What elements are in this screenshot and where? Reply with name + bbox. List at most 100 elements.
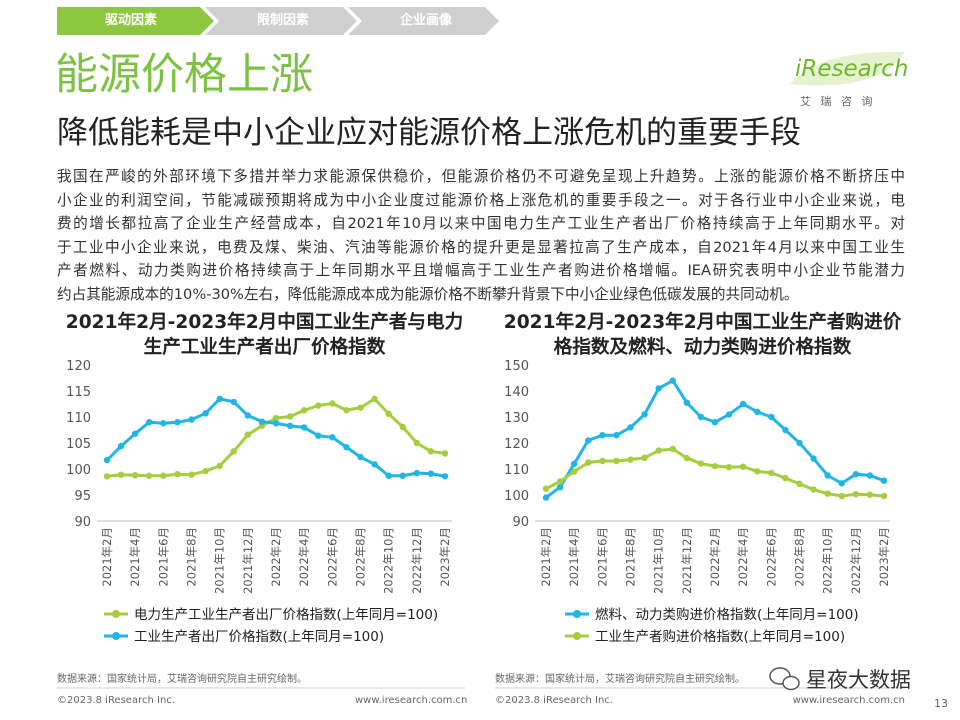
data-point bbox=[711, 419, 719, 426]
data-point bbox=[669, 445, 676, 453]
data-point bbox=[357, 404, 364, 411]
data-point bbox=[131, 472, 139, 479]
data-point bbox=[385, 472, 392, 479]
data-point bbox=[131, 430, 139, 437]
x-tick-label: 2023年2月 bbox=[438, 527, 452, 587]
nav-tab[interactable]: 驱动因素 bbox=[104, 13, 157, 28]
data-point bbox=[343, 407, 350, 414]
x-tick-label: 2022年10月 bbox=[821, 527, 835, 594]
x-tick-label: 2021年4月 bbox=[128, 527, 142, 587]
data-point bbox=[852, 491, 860, 498]
y-tick-label: 100 bbox=[504, 489, 529, 504]
x-tick-label: 2022年12月 bbox=[410, 527, 424, 594]
data-point bbox=[542, 494, 550, 501]
data-point bbox=[216, 395, 223, 402]
data-point bbox=[258, 418, 266, 425]
logo: iResearch bbox=[795, 56, 909, 82]
wechat-icon bbox=[769, 667, 800, 691]
data-point bbox=[570, 468, 578, 475]
source-note: 数据来源：国家统计局，艾瑞咨询研究院自主研究绘制。 bbox=[495, 674, 745, 685]
x-tick-label: 2022年8月 bbox=[793, 527, 807, 587]
data-point bbox=[739, 463, 747, 470]
data-point bbox=[385, 410, 392, 418]
data-point bbox=[754, 468, 761, 475]
y-tick-label: 140 bbox=[504, 385, 529, 400]
series-line bbox=[105, 397, 446, 478]
data-point bbox=[683, 399, 691, 406]
data-point bbox=[357, 453, 364, 461]
data-point bbox=[570, 460, 578, 467]
data-point bbox=[880, 492, 888, 500]
x-tick-label: 2021年2月 bbox=[100, 527, 114, 587]
x-tick-label: 2022年4月 bbox=[297, 527, 311, 587]
body-line: 产者燃料、动力类购进价格持续高于上年同期水平且增幅高于工业生产者购进价格增幅。I… bbox=[57, 262, 905, 280]
data-point bbox=[824, 490, 831, 497]
data-point bbox=[300, 407, 308, 414]
y-tick-label: 110 bbox=[66, 411, 91, 426]
y-tick-label: 95 bbox=[74, 489, 91, 504]
data-point bbox=[852, 471, 860, 478]
data-point bbox=[739, 400, 747, 408]
data-point bbox=[556, 478, 564, 485]
legend-swatch bbox=[112, 632, 120, 640]
x-tick-label: 2021年10月 bbox=[652, 527, 666, 594]
data-point bbox=[441, 450, 449, 457]
x-tick-label: 2021年2月 bbox=[539, 527, 553, 587]
logo-leaf bbox=[790, 51, 905, 86]
x-tick-label: 2021年12月 bbox=[680, 527, 694, 594]
data-point bbox=[556, 484, 564, 491]
y-tick-label: 90 bbox=[74, 515, 91, 530]
legend-swatch bbox=[573, 632, 581, 640]
data-point bbox=[329, 400, 336, 407]
x-tick-label: 2021年10月 bbox=[213, 527, 227, 594]
data-point bbox=[230, 398, 237, 406]
y-tick-label: 110 bbox=[504, 463, 529, 478]
data-point bbox=[329, 434, 336, 441]
nav-tab[interactable]: 限制因素 bbox=[256, 13, 309, 28]
y-tick-label: 100 bbox=[66, 463, 91, 478]
data-point bbox=[286, 413, 294, 420]
y-tick-label: 90 bbox=[512, 515, 529, 530]
x-tick-label: 2022年2月 bbox=[708, 527, 722, 587]
data-point bbox=[613, 457, 620, 465]
data-point bbox=[542, 485, 550, 492]
data-point bbox=[880, 477, 888, 484]
y-tick-label: 115 bbox=[66, 385, 91, 400]
data-point bbox=[244, 431, 252, 438]
x-tick-label: 2021年6月 bbox=[595, 527, 609, 587]
data-point bbox=[188, 416, 195, 423]
x-tick-label: 2021年6月 bbox=[156, 527, 170, 587]
website: www.iresearch.com.cn bbox=[792, 695, 905, 706]
data-point bbox=[441, 473, 449, 480]
data-point bbox=[641, 411, 648, 418]
y-tick-label: 120 bbox=[66, 359, 91, 374]
data-point bbox=[627, 424, 634, 431]
legend-label: 工业生产者出厂价格指数(上年同月=100) bbox=[134, 629, 384, 645]
body-line: 小企业的利润空间，节能减碳预期将成为中小企业度过能源价格上涨危机的重要手段之一。… bbox=[57, 191, 905, 209]
data-point bbox=[343, 443, 350, 451]
nav-tab-bg bbox=[57, 7, 214, 35]
series-line bbox=[545, 447, 885, 498]
x-tick-label: 2022年10月 bbox=[382, 527, 396, 594]
data-point bbox=[866, 472, 874, 479]
data-point bbox=[117, 471, 125, 478]
nav-tab-bg bbox=[348, 7, 499, 35]
data-point bbox=[866, 491, 874, 498]
page-subtitle: 降低能耗是中小企业应对能源价格上涨危机的重要手段 bbox=[57, 115, 801, 151]
data-point bbox=[399, 423, 406, 431]
x-tick-label: 2022年8月 bbox=[354, 527, 368, 587]
data-point bbox=[272, 420, 280, 427]
nav-tab[interactable]: 企业画像 bbox=[399, 13, 452, 28]
data-point bbox=[810, 455, 817, 462]
body-line: 于工业中小企业来说，电费及煤、柴油、汽油等能源价格的提升更是显著拉高了生产成本，… bbox=[57, 238, 905, 256]
data-point bbox=[160, 420, 167, 427]
page-number: 13 bbox=[934, 697, 948, 710]
data-point bbox=[230, 448, 237, 455]
data-point bbox=[174, 471, 181, 478]
data-point bbox=[427, 470, 435, 477]
data-point bbox=[585, 459, 592, 466]
data-point bbox=[697, 413, 705, 421]
y-tick-label: 105 bbox=[66, 437, 91, 452]
